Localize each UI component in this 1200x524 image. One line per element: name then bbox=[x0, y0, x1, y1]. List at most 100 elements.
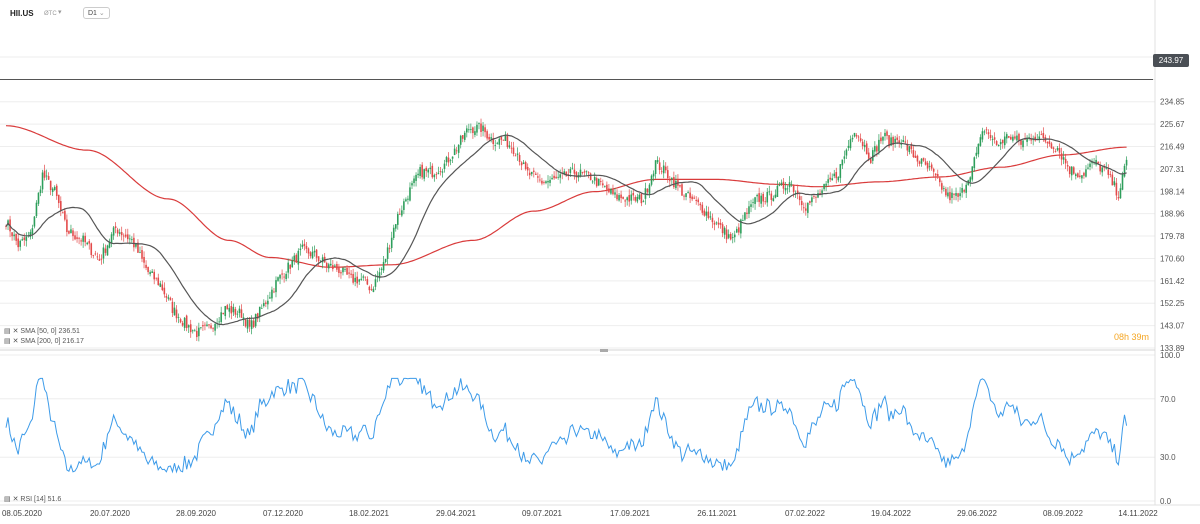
candle-body bbox=[827, 179, 829, 183]
settings-icon[interactable]: ▤ bbox=[4, 496, 11, 503]
date-tick-label: 29.06.2022 bbox=[957, 509, 998, 518]
candle-body bbox=[486, 131, 488, 139]
candle-body bbox=[1081, 175, 1083, 179]
candle-body bbox=[370, 289, 373, 291]
candle-body bbox=[394, 224, 397, 229]
settings-icon[interactable]: ▤ bbox=[4, 338, 11, 345]
candle-body bbox=[638, 194, 641, 199]
candle-body bbox=[417, 173, 419, 176]
candle-body bbox=[662, 165, 665, 174]
candle-body bbox=[51, 188, 54, 192]
candle-body bbox=[610, 189, 612, 194]
candle-body bbox=[817, 193, 819, 198]
candle-body bbox=[1068, 166, 1071, 175]
candle-body bbox=[640, 193, 643, 204]
candle-body bbox=[179, 319, 182, 323]
candle-body bbox=[315, 249, 318, 258]
candle-body bbox=[551, 177, 553, 180]
close-icon[interactable]: ✕ bbox=[12, 338, 19, 345]
candle-body bbox=[555, 176, 557, 179]
candle-body bbox=[17, 238, 19, 248]
candle-body bbox=[912, 150, 915, 158]
candle-body bbox=[295, 254, 298, 263]
date-tick-label: 18.02.2021 bbox=[349, 509, 390, 518]
pane-resize-handle[interactable] bbox=[600, 349, 608, 352]
chevron-down-icon[interactable]: ▾ bbox=[58, 9, 62, 16]
candle-body bbox=[129, 238, 131, 240]
rsi-tick-label: 30.0 bbox=[1160, 453, 1176, 462]
candle-body bbox=[120, 232, 123, 236]
candle-body bbox=[200, 327, 202, 329]
price-tick-label: 188.96 bbox=[1160, 210, 1185, 219]
candle-body bbox=[549, 179, 551, 183]
candle-body bbox=[642, 201, 645, 202]
candle-body bbox=[541, 180, 543, 184]
legend-rsi[interactable]: ▤ ✕ RSI [14] 51.6 bbox=[4, 495, 61, 503]
candle-body bbox=[68, 230, 70, 234]
candle-body bbox=[1060, 153, 1063, 160]
candle-body bbox=[463, 132, 466, 140]
candle-body bbox=[681, 184, 683, 196]
candle-body bbox=[715, 222, 718, 224]
sma200-line bbox=[5, 125, 1127, 268]
candle-body bbox=[275, 280, 277, 293]
candle-body bbox=[890, 137, 892, 146]
candle-body bbox=[271, 289, 273, 299]
candle-body bbox=[273, 291, 275, 293]
candle-body bbox=[187, 325, 190, 328]
candle-body bbox=[490, 137, 492, 139]
candle-body bbox=[813, 196, 815, 197]
candle-body bbox=[557, 176, 559, 178]
candle-body bbox=[896, 137, 898, 140]
candle-body bbox=[658, 162, 661, 170]
candle-body bbox=[478, 122, 480, 124]
candle-body bbox=[762, 193, 764, 202]
candle-body bbox=[498, 138, 501, 145]
candle-body bbox=[587, 172, 590, 174]
candle-body bbox=[35, 202, 38, 217]
close-icon[interactable]: ✕ bbox=[12, 496, 19, 503]
candle-body bbox=[492, 138, 494, 144]
current-price-tag: 243.97 bbox=[1153, 54, 1189, 67]
legend-sma50[interactable]: ▤ ✕ SMA [50, 0] 236.51 bbox=[4, 327, 80, 335]
candle-body bbox=[539, 179, 541, 181]
candle-body bbox=[344, 269, 346, 270]
candle-body bbox=[358, 279, 361, 282]
candle-body bbox=[15, 233, 17, 241]
candle-body bbox=[849, 139, 852, 149]
timeframe-selector[interactable]: D1 ⌄ bbox=[83, 7, 110, 19]
date-tick-label: 14.11.2022 bbox=[1118, 509, 1158, 518]
settings-icon[interactable]: ▤ bbox=[4, 328, 11, 335]
candle-body bbox=[748, 206, 750, 214]
candle-body bbox=[112, 227, 115, 236]
candle-body bbox=[145, 264, 147, 268]
candle-body bbox=[947, 192, 949, 197]
legend-sma200[interactable]: ▤ ✕ SMA [200, 0] 216.17 bbox=[4, 337, 84, 345]
candle-body bbox=[973, 157, 976, 169]
candle-body bbox=[936, 174, 939, 177]
candle-body bbox=[1109, 174, 1112, 176]
candle-body bbox=[512, 147, 515, 154]
close-icon[interactable]: ✕ bbox=[12, 328, 19, 335]
symbol-name[interactable]: HII.US bbox=[10, 9, 34, 18]
candle-body bbox=[900, 143, 903, 145]
candle-body bbox=[906, 143, 909, 151]
candle-body bbox=[206, 324, 208, 327]
candle-body bbox=[798, 196, 801, 201]
candle-body bbox=[977, 143, 980, 155]
candle-body bbox=[957, 193, 959, 197]
candle-body bbox=[1119, 188, 1122, 199]
candle-body bbox=[1024, 138, 1026, 140]
candle-body bbox=[559, 174, 561, 178]
candle-body bbox=[709, 216, 712, 218]
candle-body bbox=[701, 204, 704, 213]
candle-body bbox=[66, 219, 68, 233]
candle-body bbox=[210, 325, 212, 329]
candle-body bbox=[1095, 159, 1097, 165]
price-tick-label: 170.60 bbox=[1160, 254, 1185, 263]
candle-body bbox=[86, 242, 88, 245]
candle-body bbox=[267, 300, 269, 305]
candle-body bbox=[553, 175, 555, 179]
candle-body bbox=[581, 172, 584, 173]
